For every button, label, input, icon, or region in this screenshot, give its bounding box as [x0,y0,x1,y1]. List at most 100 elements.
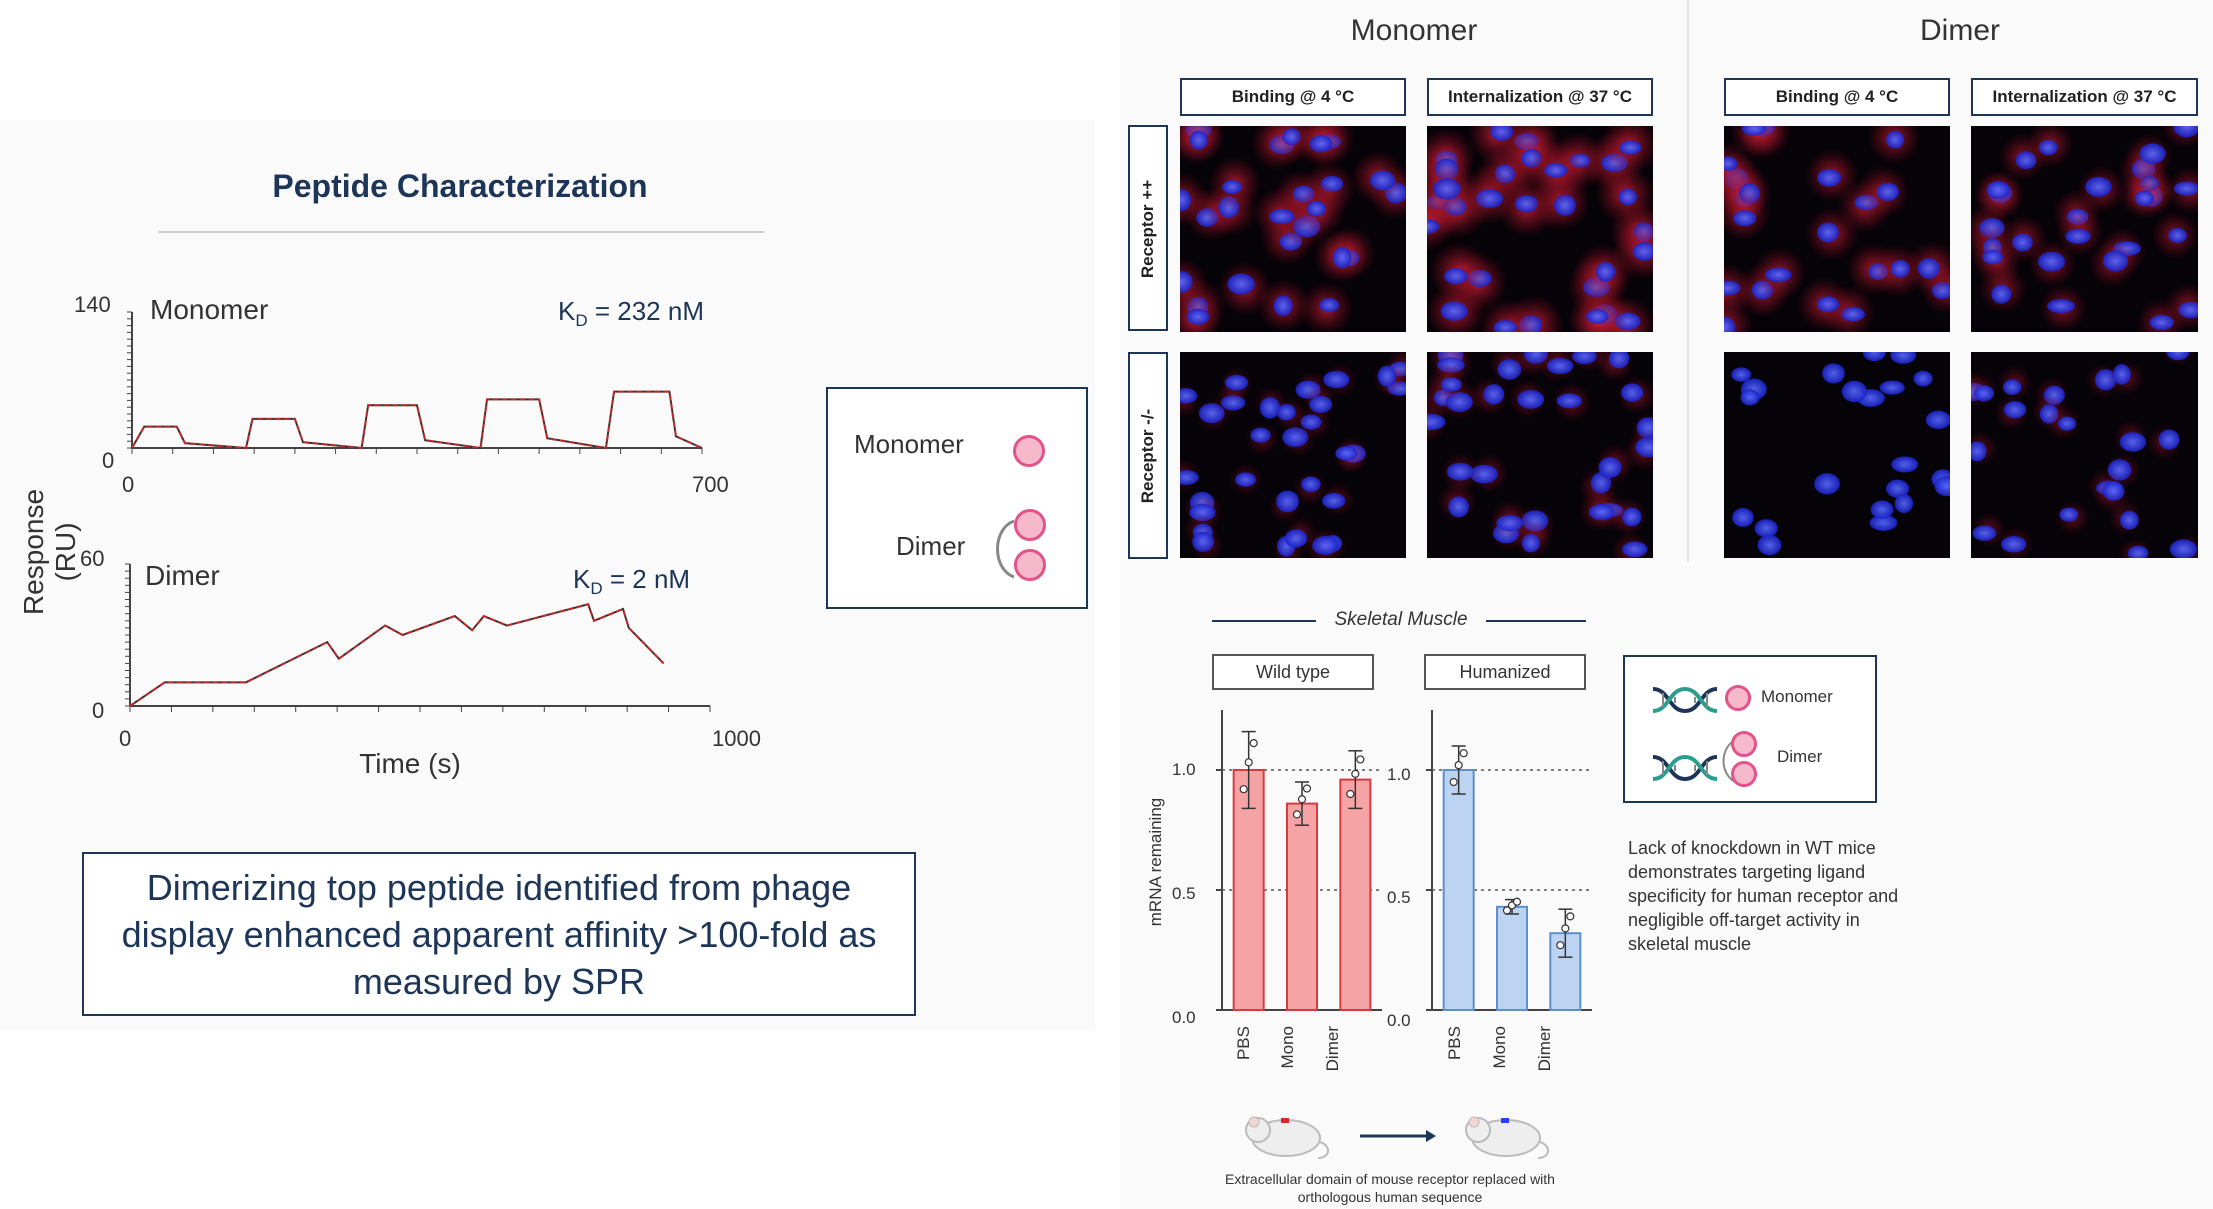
dimer-spr-chart [125,563,711,712]
dimer-ytick-top: 60 [80,546,105,571]
dimer-kd: KD = 2 nM [573,564,691,599]
arrow-icon [1360,1130,1436,1142]
micrograph-dimer-binding-neg [1724,352,1950,558]
wt-bar-dimer [1339,778,1372,1011]
dimer-chart-title: Dimer [145,560,220,591]
dimer-ytick-bottom: 0 [92,698,105,723]
group-humanized: Humanized [1424,654,1586,690]
wt-cat-mono: Mono [1278,1026,1297,1069]
dimer-xtick-left: 0 [119,726,132,751]
condition-binding-monomer: Binding @ 4 °C [1180,78,1406,116]
conclusion-box: Dimerizing top peptide identified from p… [82,852,916,1016]
column-separator [1687,0,1689,562]
knockdown-note: Lack of knockdown in WT mice demonstrate… [1628,838,1899,954]
mouse-humanized-icon [1465,1116,1549,1159]
wt-data-point [1346,789,1355,799]
dimer-series-line [129,603,665,707]
hum-ytick-05: 0.5 [1387,888,1411,907]
dna-monomer-label: Monomer [1761,687,1833,706]
hum-bar-pbs [1442,769,1475,1011]
hum-data-point [1502,906,1512,915]
muscle-title: Skeletal Muscle [1334,609,1468,630]
hum-data-point [1556,941,1565,950]
wild-type-bar-chart [1216,710,1382,1011]
wt-data-point [1351,769,1360,778]
condition-internalization-dimer: Internalization @ 37 °C [1971,78,2198,116]
legend-monomer-label: Monomer [854,429,964,459]
dna-helix-dimer-icon [1652,754,1718,782]
monomer-ytick-bottom: 0 [102,448,115,473]
mrna-axis-label: mRNA remaining [1146,797,1165,927]
micrograph-monomer-binding-neg [1180,352,1406,558]
imaging-column-monomer: Monomer [1350,14,1478,47]
dimer-linker-icon [996,519,1015,579]
row-label-receptor-pos: Receptor ++ [1128,125,1168,331]
wt-data-point [1292,810,1302,819]
monomer-series-line [131,390,703,450]
micrograph-dimer-binding-pos [1724,126,1950,332]
wt-bar-pbs [1232,769,1265,1011]
monomer-kd: KD = 232 nM [558,296,704,331]
wt-data-point [1302,784,1312,793]
monomer-circle-icon [1013,435,1045,467]
micrograph-dimer-internal-neg [1971,352,2198,558]
mouse-caption: Extracellular domain of mouse receptor r… [1225,1171,1555,1205]
hum-data-point [1561,924,1570,933]
dna-dimer-circle-bottom-icon [1731,761,1757,787]
monomer-fit-line [131,390,703,450]
wt-bar-mono [1286,802,1318,1011]
hum-cat-dimer: Dimer [1535,1026,1554,1072]
wt-data-point [1239,785,1248,794]
monomer-spr-chart [127,311,703,454]
dimer-circle-bottom-icon [1014,549,1046,581]
wt-data-point [1244,758,1253,767]
monomer-ytick-top: 140 [74,292,111,317]
monomer-xtick-right: 700 [692,472,729,497]
micrograph-dimer-internal-pos [1971,126,2198,332]
dna-monomer-circle-icon [1725,685,1751,711]
condition-internalization-monomer: Internalization @ 37 °C [1427,78,1653,116]
muscle-title-rule-right [1486,620,1586,622]
wt-ytick-05: 0.5 [1172,884,1196,903]
hum-data-point [1459,749,1468,758]
micrograph-monomer-internal-neg [1427,352,1653,558]
legend-dimer-label: Dimer [896,531,966,561]
wt-data-point [1249,739,1258,748]
dimer-xtick-right: 1000 [712,726,761,751]
legend-box: Monomer Dimer [826,387,1088,609]
dimer-fit-line [129,603,665,707]
title-divider [158,231,764,233]
mouse-wild-type-icon [1245,1116,1329,1159]
hum-cat-mono: Mono [1490,1026,1509,1069]
dna-legend-box: Monomer Dimer [1623,655,1877,803]
hum-ytick-0: 0.0 [1387,1011,1411,1030]
panel-title: Peptide Characterization [272,168,648,204]
group-wild-type: Wild type [1212,654,1374,690]
row-label-receptor-neg: Receptor -/- [1128,352,1168,559]
wt-data-point [1297,795,1307,804]
hum-data-point [1449,777,1458,787]
imaging-column-dimer: Dimer [1920,14,2000,47]
wt-cat-pbs: PBS [1234,1026,1253,1061]
muscle-title-rule-left [1212,620,1316,622]
dna-dimer-label: Dimer [1777,747,1823,766]
monomer-xtick-left: 0 [122,472,135,497]
condition-binding-dimer: Binding @ 4 °C [1724,78,1950,116]
hum-bar-mono [1496,905,1528,1011]
hum-ytick-1: 1.0 [1387,765,1411,784]
monomer-chart-title: Monomer [150,294,269,325]
y-axis-label: Response (RU) [18,488,81,616]
hum-data-point [1454,761,1463,770]
micrograph-monomer-binding-pos [1180,126,1406,332]
micrograph-monomer-internal-pos [1427,126,1653,332]
wt-data-point [1356,755,1365,764]
dna-dimer-circle-top-icon [1731,731,1757,757]
humanized-bar-chart [1426,710,1592,1011]
hum-data-point [1566,912,1575,921]
dna-helix-monomer-icon [1652,686,1718,714]
x-axis-label: Time (s) [359,748,461,779]
wt-ytick-0: 0.0 [1172,1008,1196,1027]
dimer-circle-top-icon [1014,509,1046,541]
hum-cat-pbs: PBS [1445,1026,1464,1061]
wt-cat-dimer: Dimer [1323,1026,1342,1072]
